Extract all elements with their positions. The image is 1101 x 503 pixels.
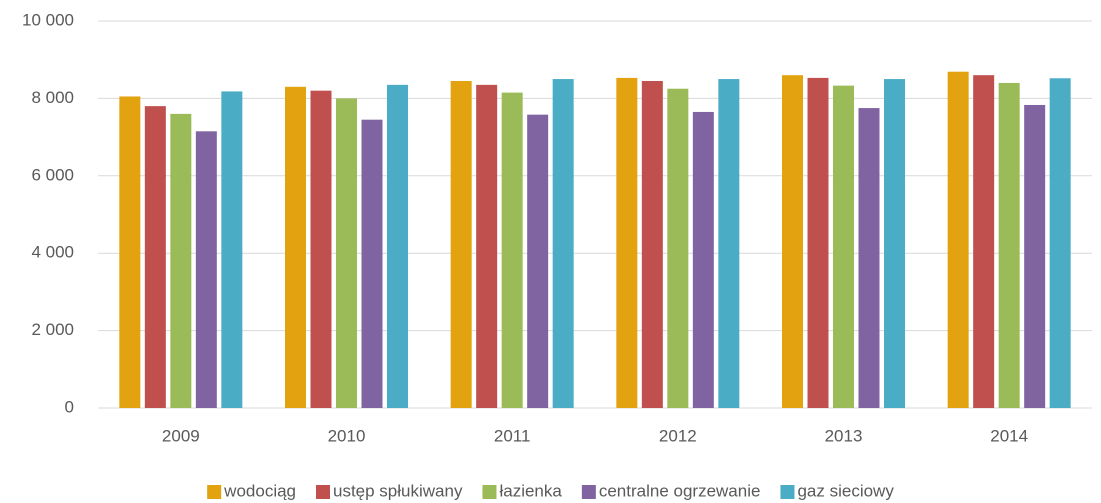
y-tick-label: 8 000 — [31, 88, 74, 107]
y-tick-label: 4 000 — [31, 243, 74, 262]
bar — [718, 79, 740, 409]
bar — [144, 106, 166, 408]
bar — [833, 85, 854, 408]
legend-swatch — [482, 485, 497, 499]
bar — [361, 119, 383, 408]
legend-swatch — [316, 485, 330, 499]
legend-label: łazienka — [499, 481, 562, 500]
bar — [1024, 104, 1046, 408]
bar — [336, 98, 357, 409]
bar — [1049, 78, 1071, 408]
x-tick-label: 2009 — [162, 426, 200, 445]
x-tick-label: 2013 — [825, 426, 863, 445]
bar — [195, 131, 217, 409]
legend-label: wodociąg — [223, 481, 296, 500]
y-tick-label: 6 000 — [31, 165, 74, 184]
x-tick-label: 2014 — [990, 426, 1028, 445]
bar — [285, 86, 306, 408]
legend-label: ustęp spłukiwany — [333, 481, 463, 500]
legend-swatch — [780, 485, 795, 499]
x-tick-label: 2010 — [328, 426, 366, 445]
bar — [310, 90, 332, 408]
bar — [858, 108, 880, 408]
bar — [119, 96, 141, 408]
bar — [527, 114, 549, 409]
bar — [616, 77, 638, 408]
bar — [947, 71, 969, 409]
bar — [221, 91, 243, 409]
bar — [387, 84, 408, 408]
legend: wodociąg ustęp spłukiwany łazienka centraln… — [207, 481, 894, 500]
x-tick-label: 2012 — [659, 426, 697, 445]
bar — [973, 75, 995, 409]
legend-swatch — [207, 485, 222, 499]
bar — [476, 84, 498, 408]
x-tick-label: 2011 — [494, 426, 531, 445]
bar — [667, 88, 689, 408]
bar — [998, 82, 1020, 409]
y-tick-label: 0 — [65, 397, 74, 416]
bar — [170, 113, 192, 408]
y-tick-label: 2 000 — [31, 320, 74, 339]
bar — [641, 80, 663, 409]
bar — [807, 77, 829, 408]
bar — [501, 92, 523, 408]
legend-label: centralne ogrzewanie — [599, 481, 761, 500]
bar — [692, 111, 714, 408]
bar — [450, 80, 472, 409]
bar — [884, 79, 905, 409]
legend-swatch — [581, 485, 596, 499]
y-tick-label: 10 000 — [22, 10, 74, 29]
legend-label: gaz sieciowy — [797, 481, 894, 500]
bar — [782, 75, 803, 409]
bar — [552, 79, 574, 409]
